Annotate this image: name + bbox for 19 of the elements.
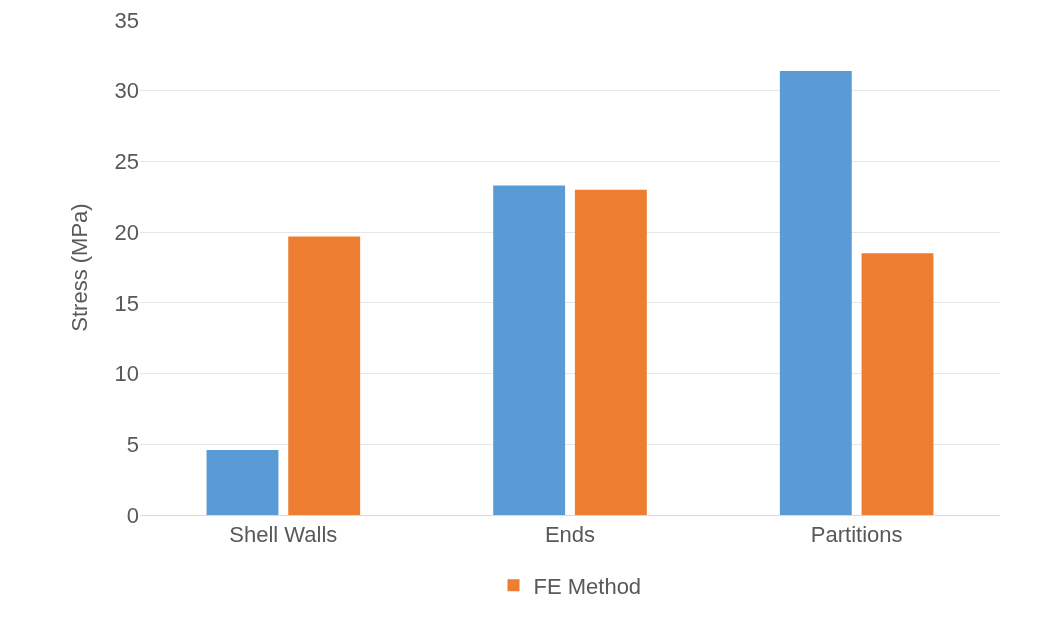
bar	[206, 449, 279, 515]
x-tick-label: Shell Walls	[229, 522, 338, 548]
y-axis-title: Stress (MPa)	[67, 203, 93, 332]
y-tick-label: 0	[126, 502, 139, 528]
y-tick-label: 35	[114, 7, 139, 33]
y-tick-label: 10	[114, 361, 139, 387]
y-tick-label: 5	[126, 431, 139, 457]
y-tick-label: 20	[114, 219, 139, 245]
y-tick-label: 30	[114, 78, 139, 104]
x-tick-label: Ends	[544, 522, 596, 548]
bar	[861, 253, 934, 515]
bar	[779, 70, 852, 515]
legend-label: FE Method	[533, 573, 642, 599]
y-tick-label: 15	[114, 290, 139, 316]
bar	[493, 185, 566, 515]
bar	[574, 189, 647, 515]
bar	[288, 236, 361, 515]
x-tick-label: Partitions	[810, 522, 903, 548]
y-tick-label: 25	[114, 149, 139, 175]
